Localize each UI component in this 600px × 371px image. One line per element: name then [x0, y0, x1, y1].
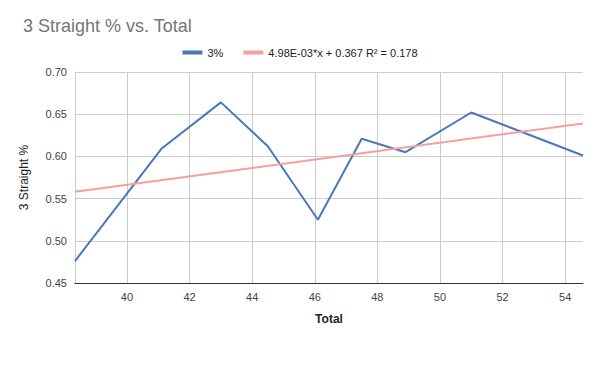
svg-text:50: 50 [434, 291, 446, 303]
svg-text:3%: 3% [207, 47, 223, 59]
svg-text:48: 48 [371, 291, 383, 303]
svg-text:0.60: 0.60 [46, 150, 67, 162]
svg-text:40: 40 [121, 291, 133, 303]
svg-text:42: 42 [183, 291, 195, 303]
svg-text:0.55: 0.55 [46, 193, 67, 205]
svg-text:0.50: 0.50 [46, 235, 67, 247]
svg-text:0.65: 0.65 [46, 108, 67, 120]
svg-text:3 Straight % vs. Total: 3 Straight % vs. Total [23, 16, 192, 36]
svg-text:4.98E-03*x + 0.367 R² = 0.178: 4.98E-03*x + 0.367 R² = 0.178 [268, 47, 417, 59]
svg-text:44: 44 [246, 291, 258, 303]
svg-text:52: 52 [496, 291, 508, 303]
svg-text:3 Straight %: 3 Straight % [17, 144, 31, 210]
svg-text:46: 46 [309, 291, 321, 303]
svg-text:0.70: 0.70 [46, 66, 67, 78]
svg-text:Total: Total [315, 312, 343, 326]
svg-text:54: 54 [559, 291, 571, 303]
svg-text:0.45: 0.45 [46, 277, 67, 289]
